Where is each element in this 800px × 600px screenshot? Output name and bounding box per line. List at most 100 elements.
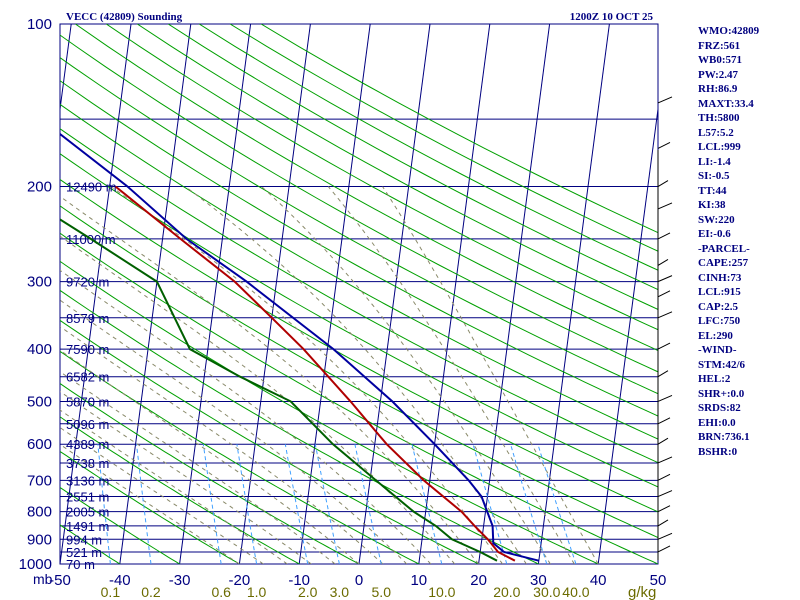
index-value: TT:44 [698,184,727,197]
isotherm-line [179,24,252,564]
index-value: SI:-0.5 [698,170,730,182]
index-value: LFC:750 [698,315,741,327]
dry-adiabat [60,350,420,564]
trace-temperature [114,185,516,562]
dry-adiabat [198,24,658,271]
temperature-tick-label: 10 [410,572,427,589]
moist-adiabat [60,426,264,564]
wind-barb [657,545,671,553]
moist-adiabat [60,390,312,564]
mixing-ratio-tick-label: 0.2 [141,584,161,600]
moist-adiabat [382,186,599,564]
wind-barb [657,456,673,464]
temperature-tick-label: -40 [109,572,131,589]
isotherm-line [597,105,658,564]
isotherm-line [478,24,551,564]
dry-adiabat [60,289,540,564]
moist-adiabat [60,409,288,564]
pressure-tick-label: 900 [27,531,52,548]
trace-parcel [60,132,540,562]
dry-adiabat [60,56,658,395]
mixing-ratio-tick-label: 20.0 [493,584,520,600]
height-label: 3136 m [66,473,109,488]
dry-adiabat [60,486,181,564]
index-value: LCL:915 [698,286,741,298]
height-label: 7590 m [66,342,109,357]
mixing-ratio-line [97,444,111,564]
temperature-tick-label: 30 [530,572,547,589]
mixing-ratio-tick-label: 1.0 [247,584,267,600]
mixing-ratio-line [537,444,577,564]
index-value: WMO:42809 [698,25,760,37]
index-value: KI:38 [698,199,726,211]
height-label: 5870 m [66,394,109,409]
indices-panel: WMO:42809 FRZ:561 WB0:571 PW:2.47 RH:86.9 MAX… [698,24,798,459]
mixing-ratio-tick-label: 5.0 [372,584,392,600]
index-value: FRZ:561 [698,39,741,52]
index-value: EHI:0.0 [698,416,736,429]
height-label: 2005 m [66,505,109,520]
mixing-ratio-tick-label: 40.0 [562,584,589,600]
dry-adiabat [60,319,480,564]
dry-adiabat [60,34,658,373]
index-value: BSHR:0 [698,445,738,458]
pressure-tick-label: 700 [27,472,52,489]
moist-adiabat [327,186,575,564]
height-label: 1491 m [66,519,109,534]
wind-barb [657,275,673,283]
height-label: 4389 m [66,437,109,452]
index-value: TH:5800 [698,112,740,124]
temperature-tick-label: 0 [355,572,363,589]
index-value: CAP:2.5 [698,300,739,313]
index-value: WB0:571 [698,54,742,66]
dry-adiabat [167,24,658,291]
dry-adiabat [60,128,658,464]
index-value: EI:-0.6 [698,228,731,240]
isotherm-line [60,24,132,564]
height-label: 70 m [66,557,95,572]
dry-adiabat [60,260,600,564]
height-label: 994 m [66,532,102,547]
chart-title: VECC (42809) Sounding [66,11,183,23]
mixing-ratio-line [136,444,152,564]
mixing-ratio-tick-label: 0.6 [211,584,231,600]
mixing-ratio-line [314,444,340,564]
mixing-ratio-tick-label: 10.0 [428,584,455,600]
index-value: MAXT:33.4 [698,97,754,110]
mixing-ratio-line [284,444,309,564]
moist-adiabat [60,269,432,564]
dry-adiabat [60,450,241,564]
index-value: RH:86.9 [698,83,738,95]
dry-adiabat [60,382,361,564]
moist-adiabat [261,186,551,564]
pressure-tick-label: 600 [27,436,52,453]
moist-adiabat [60,235,456,564]
isotherm-line [298,24,371,564]
mixing-ratio-unit: g/kg [628,584,656,600]
isotherm-line [0,24,11,564]
index-value: L57:5.2 [698,126,734,139]
wind-barb [657,505,671,513]
wind-barb [657,259,669,266]
index-value: STM:42/6 [698,358,746,371]
height-label: 521 m [66,545,102,560]
wind-barb [657,290,671,298]
isotherm-line [537,24,610,564]
height-label: 8579 m [66,311,109,326]
height-label: 6582 m [66,370,109,385]
mixing-ratio-tick-label: 30.0 [533,584,560,600]
mixing-ratio-line [510,444,548,564]
index-value: HEL:2 [698,373,731,385]
index-value: SRDS:82 [698,402,741,414]
mixing-ratio-line [411,444,443,564]
index-value: EL:290 [698,329,733,342]
pressure-tick-label: 400 [27,341,52,358]
dry-adiabat [60,205,658,539]
mixing-ratio-tick-label: 0.1 [101,584,121,600]
height-label: 9720 m [66,275,109,290]
wind-barb [657,394,673,402]
mixing-ratio-tick-label: 3.0 [330,584,350,600]
dry-adiabat [60,153,658,488]
index-value: BRN:736.1 [698,431,750,443]
